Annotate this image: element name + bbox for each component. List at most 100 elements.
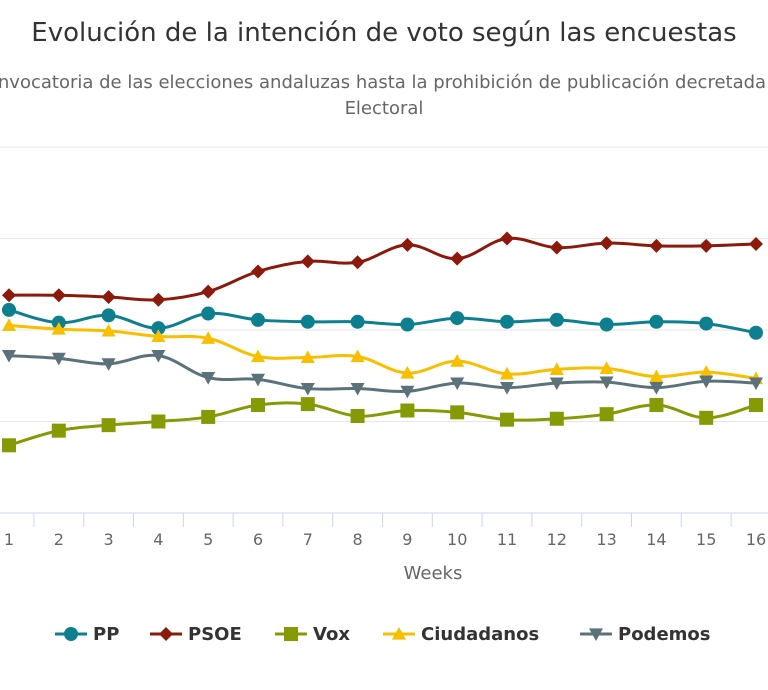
point-podemos-5[interactable] — [201, 371, 216, 385]
point-pp-10[interactable] — [450, 311, 465, 326]
point-psoe-8[interactable] — [350, 255, 365, 270]
point-podemos-10[interactable] — [450, 377, 465, 391]
point-pp-15[interactable] — [699, 316, 714, 331]
point-psoe-13[interactable] — [599, 236, 614, 251]
point-podemos-7[interactable] — [300, 382, 315, 396]
point-ciudadanos-4[interactable] — [151, 329, 166, 343]
x-tick-label-9: 9 — [402, 530, 412, 549]
point-psoe-3[interactable] — [101, 290, 116, 305]
point-psoe-11[interactable] — [500, 231, 514, 246]
point-podemos-1[interactable] — [2, 350, 16, 363]
point-ciudadanos-8[interactable] — [350, 349, 365, 363]
x-tick-label-3: 3 — [104, 530, 114, 549]
point-ciudadanos-10[interactable] — [450, 354, 465, 367]
point-pp-1[interactable] — [2, 302, 16, 317]
point-psoe-2[interactable] — [51, 288, 66, 303]
point-vox-14[interactable] — [649, 398, 664, 413]
series-line-pp[interactable] — [8, 308, 757, 335]
point-vox-16[interactable] — [749, 398, 763, 413]
point-podemos-11[interactable] — [500, 382, 514, 395]
point-ciudadanos-14[interactable] — [649, 369, 664, 383]
point-podemos-8[interactable] — [350, 382, 365, 396]
point-pp-5[interactable] — [201, 306, 216, 321]
x-tick-label-15: 15 — [696, 530, 716, 549]
point-vox-4[interactable] — [151, 414, 166, 429]
series-line-vox[interactable] — [8, 401, 757, 447]
point-ciudadanos-1[interactable] — [2, 318, 16, 332]
point-ciudadanos-12[interactable] — [549, 362, 564, 375]
point-podemos-3[interactable] — [101, 358, 116, 371]
point-psoe-16[interactable] — [749, 236, 763, 251]
point-pp-8[interactable] — [350, 314, 365, 329]
point-pp-3[interactable] — [101, 308, 116, 323]
point-ciudadanos-7[interactable] — [300, 350, 315, 364]
series-line-psoe[interactable] — [8, 236, 757, 302]
point-psoe-12[interactable] — [549, 240, 564, 255]
point-psoe-1[interactable] — [2, 288, 16, 303]
point-ciudadanos-6[interactable] — [251, 349, 265, 363]
point-vox-12[interactable] — [549, 411, 564, 426]
series-psoe — [2, 231, 763, 307]
point-psoe-9[interactable] — [400, 237, 415, 252]
point-psoe-15[interactable] — [699, 238, 714, 253]
point-vox-2[interactable] — [51, 423, 66, 438]
series-line-ciudadanos[interactable] — [8, 323, 757, 380]
series-line-podemos[interactable] — [8, 353, 757, 393]
point-podemos-4[interactable] — [151, 350, 166, 363]
point-podemos-9[interactable] — [400, 385, 415, 399]
point-ciudadanos-3[interactable] — [101, 323, 116, 337]
point-ciudadanos-13[interactable] — [599, 361, 614, 375]
point-vox-11[interactable] — [500, 412, 514, 427]
x-tick-label-12: 12 — [547, 530, 567, 549]
point-vox-10[interactable] — [450, 405, 465, 420]
point-psoe-5[interactable] — [201, 284, 216, 299]
point-vox-15[interactable] — [699, 410, 714, 425]
point-ciudadanos-9[interactable] — [400, 366, 415, 379]
point-podemos-12[interactable] — [549, 377, 564, 391]
point-pp-4[interactable] — [151, 321, 166, 336]
legend-item-ciudadanos[interactable]: Ciudadanos — [383, 624, 539, 645]
legend[interactable]: PP PSOE Vox Ciudadanos Podemos — [55, 624, 711, 645]
legend-marker-podemos — [589, 628, 603, 641]
legend-item-podemos[interactable]: Podemos — [580, 624, 711, 645]
point-ciudadanos-5[interactable] — [201, 331, 216, 344]
legend-item-pp[interactable]: PP — [55, 624, 119, 645]
point-ciudadanos-15[interactable] — [699, 365, 714, 378]
point-podemos-14[interactable] — [649, 382, 664, 395]
point-psoe-4[interactable] — [151, 292, 166, 307]
point-ciudadanos-11[interactable] — [500, 366, 514, 380]
point-vox-9[interactable] — [400, 403, 415, 418]
point-pp-11[interactable] — [500, 314, 514, 329]
point-vox-6[interactable] — [251, 398, 265, 413]
point-pp-16[interactable] — [749, 325, 763, 340]
point-pp-12[interactable] — [549, 312, 564, 327]
chart-subtitle: Desde la convocatoria de las elecciones … — [0, 72, 768, 119]
legend-item-vox[interactable]: Vox — [275, 624, 350, 645]
point-vox-7[interactable] — [300, 397, 315, 412]
point-ciudadanos-2[interactable] — [51, 322, 66, 335]
point-psoe-6[interactable] — [251, 264, 265, 279]
legend-marker-ciudadanos — [392, 627, 406, 640]
point-podemos-16[interactable] — [749, 377, 763, 391]
point-vox-8[interactable] — [350, 409, 365, 424]
point-pp-13[interactable] — [599, 317, 614, 332]
point-vox-3[interactable] — [101, 418, 116, 433]
point-podemos-2[interactable] — [51, 352, 66, 366]
x-tick-label-2: 2 — [54, 530, 64, 549]
point-pp-9[interactable] — [400, 317, 415, 332]
point-pp-14[interactable] — [649, 314, 664, 329]
point-psoe-10[interactable] — [450, 251, 465, 266]
point-pp-7[interactable] — [300, 314, 315, 329]
point-psoe-7[interactable] — [300, 254, 315, 269]
point-podemos-15[interactable] — [699, 375, 714, 389]
point-pp-6[interactable] — [251, 312, 265, 327]
point-vox-13[interactable] — [599, 407, 614, 422]
series-podemos — [2, 350, 763, 399]
point-podemos-13[interactable] — [599, 376, 614, 390]
point-vox-1[interactable] — [2, 438, 16, 453]
point-vox-5[interactable] — [201, 409, 216, 424]
point-psoe-14[interactable] — [649, 238, 664, 253]
legend-item-psoe[interactable]: PSOE — [150, 624, 242, 645]
point-podemos-6[interactable] — [251, 373, 265, 387]
